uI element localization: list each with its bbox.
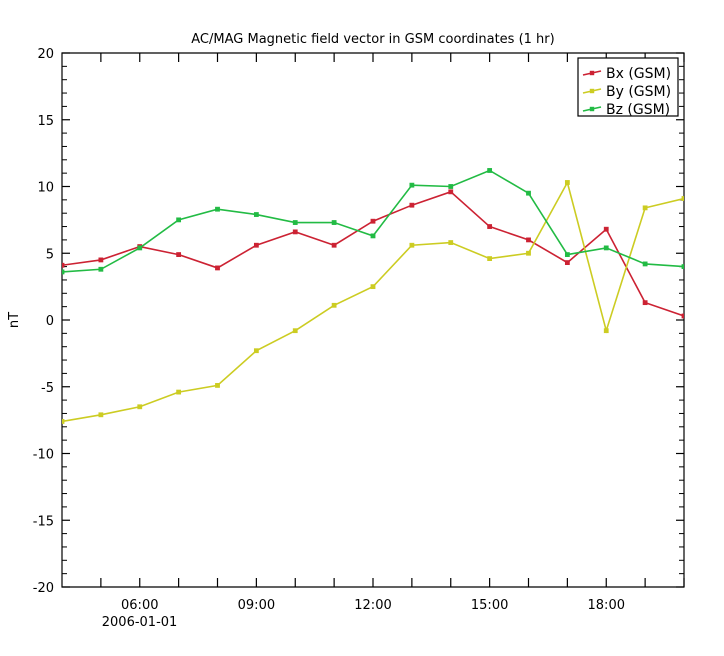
data-point-marker [487,256,493,261]
data-point-marker [176,217,182,223]
data-point-marker [681,264,684,269]
series-by [62,180,684,424]
data-point-marker [526,250,531,256]
data-point-marker [253,348,259,354]
legend-marker [589,88,595,94]
data-point-marker [642,300,648,306]
y-tick-label: 15 [37,114,54,129]
y-tick-label: 5 [46,247,54,262]
data-point-marker [564,252,570,257]
data-point-marker [215,265,220,271]
data-point-marker [215,206,220,212]
data-series-group [62,168,684,424]
data-point-marker [564,260,570,265]
data-point-marker [331,302,337,308]
data-point-marker [681,196,684,201]
data-point-marker [487,168,493,173]
data-point-marker [176,252,182,257]
x-tick-label: 18:00 [588,598,625,613]
chart-title: AC/MAG Magnetic field vector in GSM coor… [191,32,554,47]
data-point-marker [603,328,609,334]
data-point-marker [603,226,609,232]
series-line [62,180,684,423]
data-point-marker [176,389,182,395]
y-tick-label: 10 [37,181,54,196]
x-axis-date-label: 2006-01-01 [102,615,178,630]
data-point-marker [62,262,65,268]
y-axis-minor-ticks [62,65,684,575]
data-point-marker [137,245,143,251]
y-tick-label: -20 [33,581,54,596]
y-axis-tick-labels: -20 -15 -10 -5 0 5 10 15 20 [33,47,54,596]
data-point-marker [448,184,454,189]
data-point-marker [487,224,493,229]
data-point-marker [98,412,104,418]
y-tick-label: 20 [37,47,54,62]
data-point-marker [331,220,337,225]
data-point-marker [526,237,531,243]
legend-item[interactable]: By (GSM) [582,84,671,100]
plot-frame [61,52,685,588]
series-bz [62,168,684,275]
data-point-marker [292,220,298,225]
data-point-marker [98,257,104,263]
data-point-marker [642,261,648,267]
x-axis-ticks [100,53,685,587]
x-tick-label: 12:00 [354,598,391,613]
y-tick-label: 0 [46,314,54,329]
data-point-marker [292,328,298,334]
legend-item[interactable]: Bz (GSM) [582,102,670,118]
legend-marker [589,70,595,76]
legend-item[interactable]: Bx (GSM) [582,66,671,82]
data-point-marker [526,190,531,196]
data-point-marker [331,242,337,248]
y-axis-label: nT [7,312,22,328]
legend-label: Bz (GSM) [606,102,670,118]
data-point-marker [409,242,415,248]
data-point-marker [98,266,104,272]
x-tick-label: 09:00 [238,598,275,613]
data-point-marker [603,245,609,251]
data-point-marker [292,229,298,235]
chart-legend: Bx (GSM) By (GSM) Bz (GSM) [577,57,679,118]
legend-label: By (GSM) [606,84,671,100]
data-point-marker [642,205,648,211]
series-bx [62,189,684,319]
legend-box [577,57,679,117]
data-point-marker [681,313,684,319]
y-axis-major-ticks [62,52,684,588]
data-point-marker [253,212,259,217]
y-tick-label: -5 [41,381,54,396]
data-point-marker [409,182,415,188]
series-line [62,190,684,317]
x-axis-tick-labels: 06:00 09:00 12:00 15:00 18:00 [121,598,625,613]
data-point-marker [137,404,143,410]
x-tick-label: 15:00 [471,598,508,613]
x-tick-label: 06:00 [121,598,158,613]
legend-marker [589,106,595,112]
y-tick-label: -10 [33,448,54,463]
data-point-marker [62,269,65,275]
data-point-marker [370,218,376,224]
data-point-marker [409,202,415,208]
data-point-marker [370,284,376,290]
data-point-marker [215,383,220,388]
data-point-marker [370,233,376,239]
y-tick-label: -15 [33,514,54,529]
legend-label: Bx (GSM) [606,66,671,82]
data-point-marker [564,180,570,185]
data-point-marker [448,240,454,245]
data-point-marker [253,242,259,248]
data-point-marker [62,419,65,424]
data-point-marker [448,189,454,195]
